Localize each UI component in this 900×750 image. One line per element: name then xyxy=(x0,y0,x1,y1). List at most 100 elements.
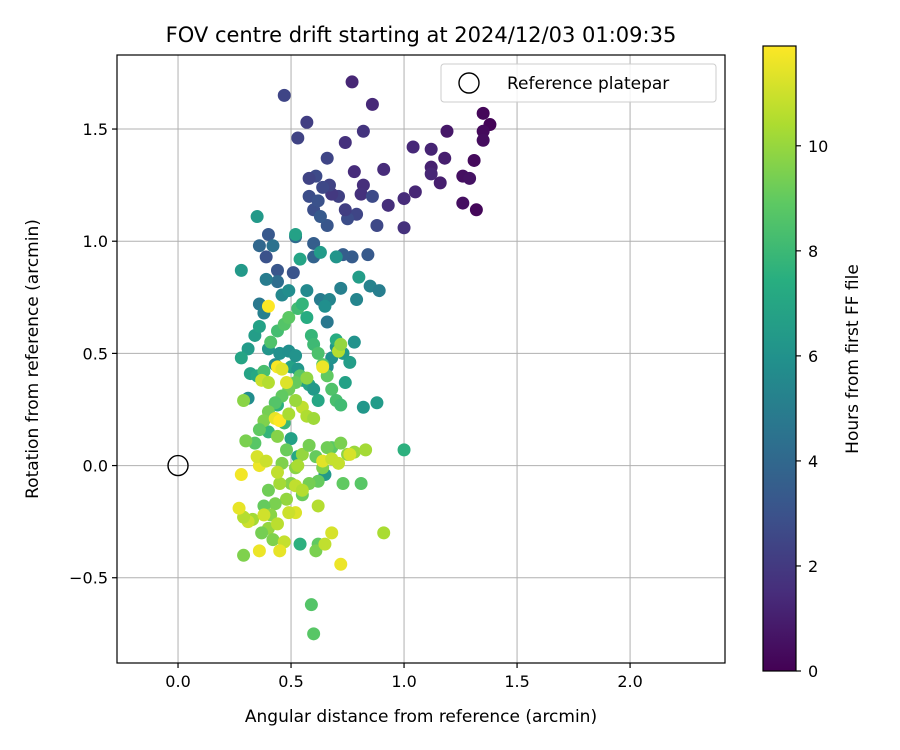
data-point xyxy=(234,351,248,365)
y-tick-label: 0.0 xyxy=(83,457,108,476)
data-point xyxy=(343,355,357,369)
data-point xyxy=(433,176,447,190)
data-point xyxy=(320,219,334,233)
data-point xyxy=(338,376,352,390)
data-point xyxy=(282,506,296,520)
data-point xyxy=(350,293,364,307)
data-point xyxy=(280,376,294,390)
data-point xyxy=(252,544,266,558)
data-point xyxy=(266,239,280,253)
data-point xyxy=(347,165,361,179)
y-tick-label: 1.5 xyxy=(83,120,108,139)
data-point xyxy=(241,342,255,356)
data-point xyxy=(259,250,273,264)
data-points xyxy=(232,75,497,641)
data-point xyxy=(255,526,269,540)
legend-box xyxy=(440,63,717,103)
y-tick-label: −0.5 xyxy=(69,569,108,588)
data-point xyxy=(476,133,490,147)
data-point xyxy=(469,203,483,217)
data-point xyxy=(307,627,321,641)
data-point xyxy=(293,537,307,551)
data-point xyxy=(259,272,273,286)
data-point xyxy=(270,429,284,443)
data-point xyxy=(293,252,307,266)
data-point xyxy=(320,441,334,455)
data-point xyxy=(270,275,284,289)
data-point xyxy=(311,346,325,360)
data-point xyxy=(345,75,359,89)
data-point xyxy=(334,281,348,295)
legend: Reference platepar xyxy=(440,63,717,103)
data-point xyxy=(309,544,323,558)
x-tick-label: 0.0 xyxy=(165,672,190,691)
data-point xyxy=(268,497,282,511)
data-point xyxy=(359,443,373,457)
data-point xyxy=(320,315,334,329)
data-point xyxy=(424,142,438,156)
data-point xyxy=(237,548,251,562)
chart-title: FOV centre drift starting at 2024/12/03 … xyxy=(166,23,677,47)
data-point xyxy=(261,376,275,390)
data-point xyxy=(313,210,327,224)
data-point xyxy=(270,465,284,479)
data-point xyxy=(291,131,305,145)
data-point xyxy=(354,477,368,491)
data-point xyxy=(259,454,273,468)
data-point xyxy=(300,115,314,129)
data-point xyxy=(261,483,275,497)
data-point xyxy=(334,436,348,450)
colorbar-tick-label: 0 xyxy=(808,662,818,681)
data-point xyxy=(397,192,411,206)
data-point xyxy=(467,153,481,167)
data-point xyxy=(252,319,266,333)
data-point xyxy=(302,171,316,185)
colorbar-gradient xyxy=(762,45,797,672)
data-point xyxy=(234,468,248,482)
data-point xyxy=(286,266,300,280)
data-point xyxy=(280,492,294,506)
data-point xyxy=(338,203,352,217)
data-point xyxy=(343,447,357,461)
colorbar: 0 2 4 6 8 10 Hours from first FF file xyxy=(762,45,863,681)
data-point xyxy=(372,284,386,298)
legend-marker xyxy=(458,72,480,94)
data-point xyxy=(280,443,294,457)
data-point xyxy=(264,335,278,349)
data-point xyxy=(325,526,339,540)
data-point xyxy=(370,396,384,410)
data-point xyxy=(476,106,490,120)
x-tick-label: 1.5 xyxy=(504,672,529,691)
data-point xyxy=(273,477,287,491)
data-point xyxy=(282,284,296,298)
plot-frame xyxy=(116,54,726,664)
data-point xyxy=(266,533,280,547)
data-point xyxy=(261,299,275,313)
data-point xyxy=(316,180,330,194)
data-point xyxy=(438,151,452,165)
x-tick-label: 1.0 xyxy=(391,672,416,691)
x-axis-label: Angular distance from reference (arcmin) xyxy=(245,707,597,727)
data-point xyxy=(300,310,314,324)
data-point xyxy=(270,517,284,531)
reference-marker xyxy=(167,454,189,477)
colorbar-ticks: 0 2 4 6 8 10 xyxy=(796,137,828,681)
y-tick-label: 1.0 xyxy=(83,232,108,251)
data-point xyxy=(295,297,309,311)
data-point xyxy=(332,456,346,470)
data-point xyxy=(252,423,266,437)
data-point xyxy=(356,124,370,138)
data-point xyxy=(377,162,391,176)
data-point xyxy=(336,477,350,491)
data-point xyxy=(397,443,411,457)
data-point xyxy=(232,501,246,515)
colorbar-tick-label: 6 xyxy=(808,347,818,366)
data-point xyxy=(300,371,314,385)
y-axis-ticks: −0.5 0.0 0.5 1.0 1.5 xyxy=(69,120,117,588)
x-tick-label: 2.0 xyxy=(617,672,642,691)
colorbar-tick-label: 8 xyxy=(808,242,818,261)
data-point xyxy=(334,398,348,412)
data-point xyxy=(320,151,334,165)
data-point xyxy=(295,447,309,461)
data-point xyxy=(424,167,438,181)
